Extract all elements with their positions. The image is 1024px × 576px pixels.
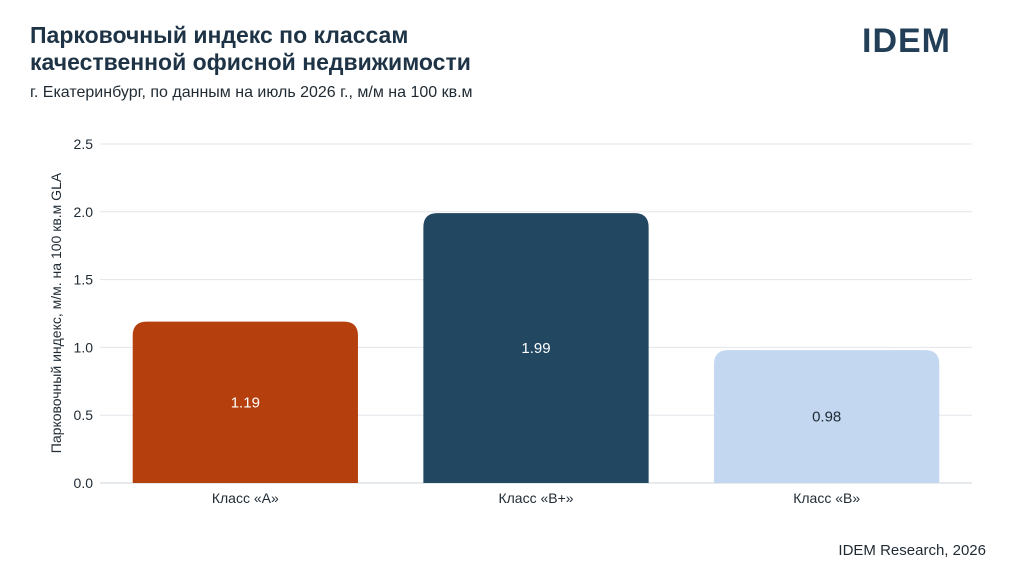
y-tick-label: 1.0 [74,339,94,355]
y-tick-label: 0.0 [74,475,94,491]
brand-logo: IDEM [862,22,951,60]
chart-title: Парковочный индекс по классам качественн… [30,22,650,76]
chart-subtitle: г. Екатеринбург, по данным на июль 2026 … [30,84,473,101]
x-tick-label: Класс «А» [212,490,279,506]
y-tick-label: 2.0 [74,204,94,220]
y-tick-label: 2.5 [74,136,94,152]
bar-value-label: 0.98 [812,409,841,426]
chart-title-line1: Парковочный индекс по классам [30,22,409,48]
y-tick-label: 0.5 [74,407,94,423]
y-tick-label: 1.5 [74,272,94,288]
bar-value-label: 1.19 [231,394,260,411]
bar [132,321,358,483]
x-tick-label: Класс «В+» [498,490,573,506]
bar-value-label: 1.99 [521,340,550,357]
x-tick-label: Класс «В» [793,490,860,506]
bar [714,350,940,483]
chart-title-line2: качественной офисной недвижимости [30,49,471,75]
bar [423,213,649,483]
source-note: IDEM Research, 2026 [838,542,986,559]
